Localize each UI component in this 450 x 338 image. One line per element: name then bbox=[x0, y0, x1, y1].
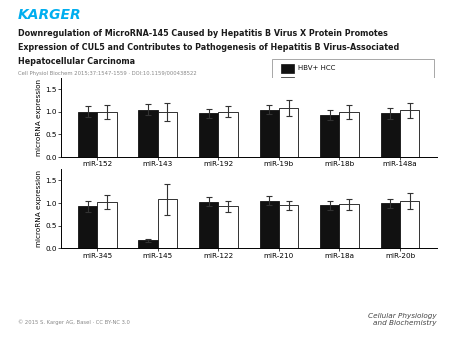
Bar bbox=[381, 113, 400, 157]
Text: Expression of CUL5 and Contributes to Pathogenesis of Hepatitis B Virus-Associat: Expression of CUL5 and Contributes to Pa… bbox=[18, 43, 399, 52]
Y-axis label: microRNA expression: microRNA expression bbox=[36, 79, 42, 156]
Bar bbox=[320, 115, 339, 157]
Text: HBV- HCC: HBV- HCC bbox=[298, 79, 332, 85]
Bar bbox=[281, 64, 294, 73]
Text: HBV+ HCC: HBV+ HCC bbox=[298, 65, 336, 71]
Bar bbox=[78, 206, 97, 248]
Bar bbox=[78, 112, 97, 157]
Text: KARGER: KARGER bbox=[18, 8, 81, 22]
Bar bbox=[400, 201, 419, 248]
Bar bbox=[339, 112, 359, 157]
Bar bbox=[260, 201, 279, 248]
Bar bbox=[381, 203, 400, 248]
Text: Downregulation of MicroRNA-145 Caused by Hepatitis B Virus X Protein Promotes: Downregulation of MicroRNA-145 Caused by… bbox=[18, 29, 388, 38]
Bar bbox=[158, 199, 177, 248]
Bar bbox=[218, 112, 238, 157]
Bar bbox=[279, 108, 298, 157]
Bar bbox=[158, 112, 177, 157]
Bar bbox=[218, 206, 238, 248]
Text: Cellular Physiology
and Biochemistry: Cellular Physiology and Biochemistry bbox=[368, 313, 436, 326]
Text: Cell Physiol Biochem 2015;37:1547-1559 · DOI:10.1159/000438522: Cell Physiol Biochem 2015;37:1547-1559 ·… bbox=[18, 71, 197, 76]
Y-axis label: microRNA expression: microRNA expression bbox=[36, 170, 42, 247]
Bar bbox=[279, 205, 298, 248]
Text: © 2015 S. Karger AG, Basel · CC BY-NC 3.0: © 2015 S. Karger AG, Basel · CC BY-NC 3.… bbox=[18, 319, 130, 325]
Bar bbox=[339, 204, 359, 248]
Bar bbox=[199, 202, 218, 248]
Bar bbox=[260, 110, 279, 157]
FancyBboxPatch shape bbox=[272, 59, 434, 91]
Bar bbox=[97, 202, 117, 248]
Text: Hepatocellular Carcinoma: Hepatocellular Carcinoma bbox=[18, 57, 135, 66]
Bar bbox=[139, 240, 158, 248]
Bar bbox=[199, 113, 218, 157]
Bar bbox=[281, 77, 294, 87]
Bar bbox=[320, 205, 339, 248]
Bar bbox=[97, 112, 117, 157]
Bar bbox=[400, 111, 419, 157]
Bar bbox=[139, 110, 158, 157]
